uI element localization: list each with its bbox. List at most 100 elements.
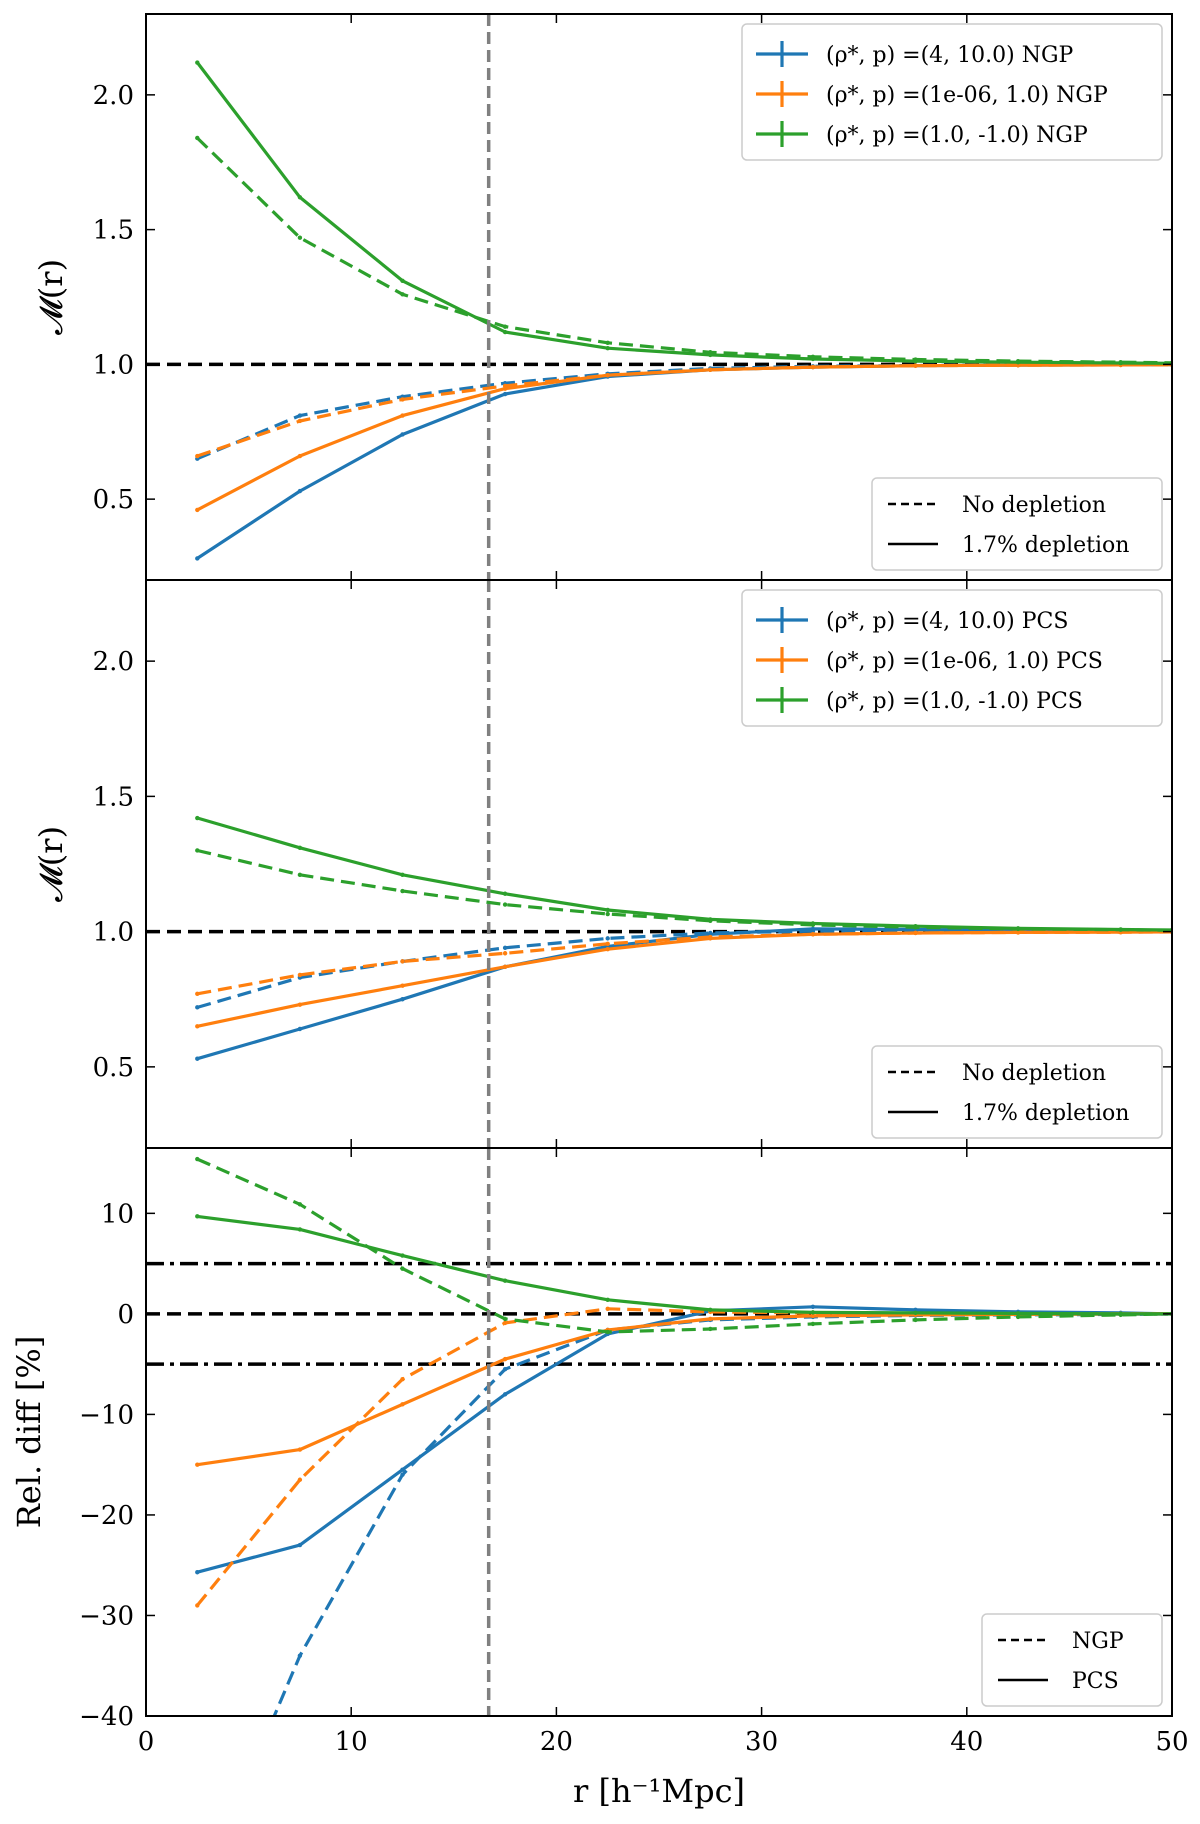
y-axis-label: 𝓜(r) [32, 259, 70, 335]
plot-area [146, 1148, 1172, 1716]
legend-label: (ρ*, p) =(1e-06, 1.0) NGP [826, 83, 1108, 108]
series-line-blue-solid [196, 927, 1172, 1061]
data-point [708, 367, 713, 372]
legend-box [871, 1045, 1163, 1139]
data-point [400, 1467, 405, 1472]
data-point [708, 1307, 713, 1313]
data-point [297, 453, 303, 459]
data-point [1015, 930, 1021, 935]
data-point [400, 983, 405, 988]
data-point [195, 1056, 200, 1061]
data-point [502, 1356, 508, 1362]
data-point [400, 1253, 405, 1258]
data-point [810, 364, 816, 370]
data-point [913, 357, 918, 362]
style-legend: NGP PCS [981, 1613, 1163, 1707]
data-point [400, 888, 405, 894]
y-axis-label: Rel. diff [%] [10, 1336, 48, 1529]
data-point [297, 872, 303, 878]
data-point [605, 911, 610, 917]
panel-bottom: −40 −30 −20 −10 0 10 0 10 20 30 40 50 Rel. diff [%] r… [10, 1147, 1189, 1810]
data-point [913, 363, 918, 368]
data-point [297, 1002, 303, 1007]
y-tick-label: 1.0 [93, 918, 134, 948]
x-tick-label: 30 [745, 1727, 778, 1757]
data-point [502, 1392, 508, 1397]
data-point [810, 354, 816, 360]
data-point [502, 1320, 508, 1326]
data-point [502, 945, 508, 951]
series-line-green-solid [196, 816, 1172, 932]
data-point [400, 1472, 405, 1477]
data-point [810, 1304, 816, 1310]
legend-label: (ρ*, p) =(1e-06, 1.0) PCS [826, 649, 1103, 674]
x-tick-label: 0 [138, 1727, 155, 1757]
data-point [400, 1402, 405, 1407]
data-point [1118, 360, 1123, 365]
data-point [400, 997, 405, 1002]
series-line-orange-solid [196, 930, 1172, 1028]
series-legend: (ρ*, p) =(4, 10.0) NGP (ρ*, p) =(1e-06, 1… [741, 23, 1163, 161]
legend-label: 1.7% depletion [962, 1101, 1129, 1126]
data-point [1118, 927, 1123, 932]
data-point [708, 918, 713, 923]
y-tick-label: 1.5 [93, 782, 134, 812]
data-point [297, 1447, 303, 1452]
data-point [810, 1310, 816, 1315]
data-point [708, 934, 713, 940]
series-line-orange-dashed [196, 1307, 1172, 1607]
data-point [400, 1266, 405, 1271]
panel-middle: 0.5 1.0 1.5 2.0 𝓜(r) (ρ*, p) =(4, 10.0) PCS(ρ… [32, 579, 1173, 1149]
data-point [502, 1316, 508, 1322]
series-line-green-dashed [196, 848, 1172, 932]
data-point [502, 1278, 508, 1283]
data-point [605, 1297, 610, 1303]
data-point [297, 195, 303, 200]
series-legend: (ρ*, p) =(4, 10.0) PCS (ρ*, p) =(1e-06, 1… [741, 589, 1163, 727]
data-point [502, 391, 508, 397]
data-point [708, 350, 713, 355]
y-tick-label: −40 [79, 1702, 134, 1732]
data-point [297, 1202, 303, 1207]
legend-label: PCS [1072, 1669, 1119, 1694]
data-point [297, 1653, 303, 1658]
data-point [708, 1326, 713, 1332]
data-point [502, 951, 508, 956]
data-point [605, 1329, 610, 1335]
data-point [297, 488, 303, 494]
data-point [810, 1321, 816, 1327]
y-tick-label: 0.5 [93, 1053, 134, 1083]
series-line-orange-solid [197, 1312, 1172, 1467]
legend-label: (ρ*, p) =(1.0, -1.0) NGP [826, 123, 1088, 148]
data-point [400, 959, 405, 964]
legend-label: No depletion [962, 493, 1106, 518]
legend-label: (ρ*, p) =(1.0, -1.0) PCS [826, 689, 1083, 714]
data-point [297, 1477, 303, 1482]
x-axis-label: r [h⁻¹Mpc] [573, 1772, 745, 1810]
x-tick-label: 20 [540, 1727, 573, 1757]
data-point [297, 235, 303, 240]
style-legend: No depletion 1.7% depletion [871, 477, 1163, 571]
y-axis-label: 𝓜(r) [32, 826, 70, 902]
data-point [605, 947, 610, 952]
legend-box [741, 589, 1163, 727]
data-point [810, 928, 816, 934]
data-point [810, 922, 816, 928]
data-point [502, 1366, 508, 1372]
data-point [400, 1377, 405, 1382]
data-point [502, 329, 508, 335]
legend-label: NGP [1072, 1629, 1124, 1654]
data-point [605, 1306, 610, 1312]
data-point [1015, 1311, 1021, 1316]
data-point [502, 891, 508, 896]
data-point [195, 453, 200, 459]
legend-box [741, 23, 1163, 161]
data-point [297, 972, 303, 978]
data-point [913, 925, 918, 930]
data-point [605, 941, 610, 946]
y-tick-label: 2.0 [93, 647, 134, 677]
data-point [195, 1005, 200, 1010]
data-point [810, 1313, 816, 1319]
data-point [195, 1570, 200, 1575]
